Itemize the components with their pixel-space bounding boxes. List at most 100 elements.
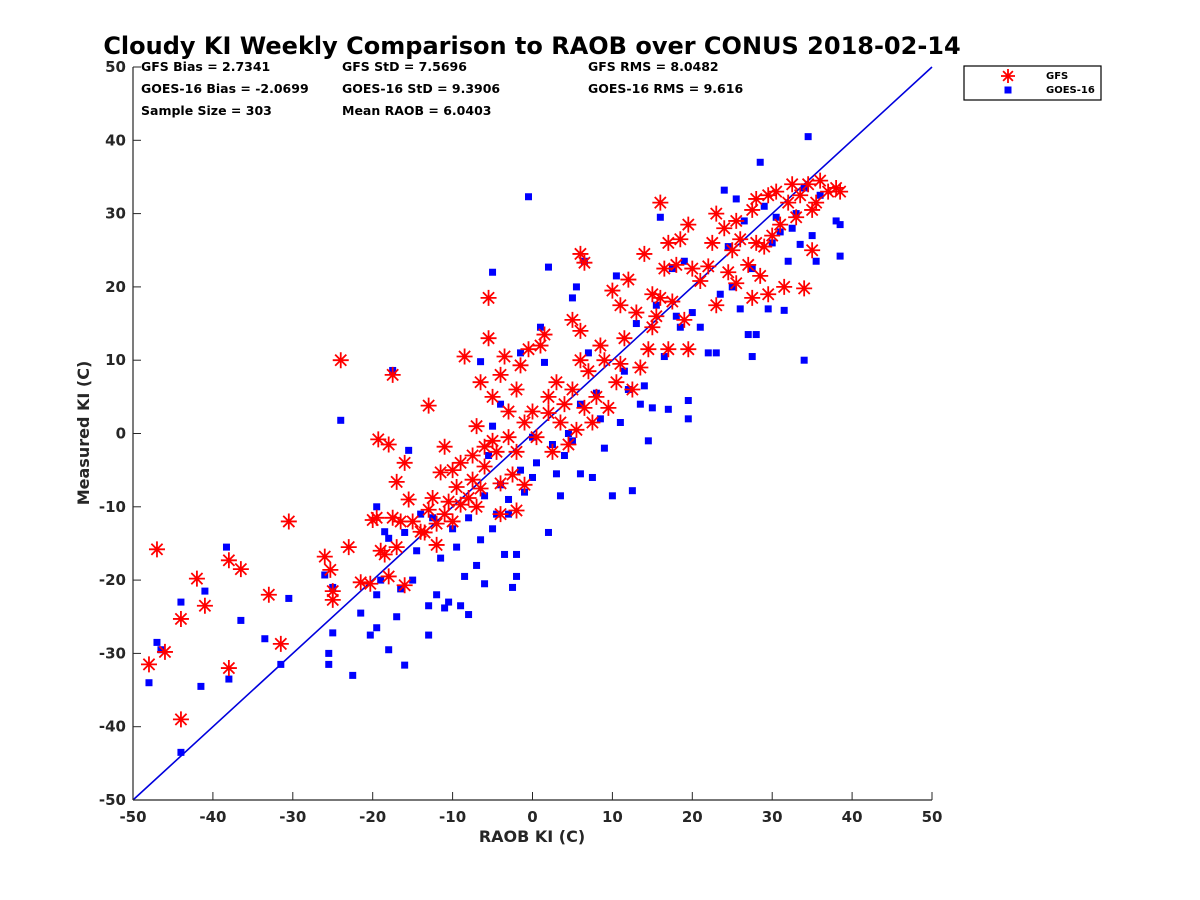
x-tick-label: 0	[527, 808, 537, 826]
gfs-point	[492, 366, 509, 383]
goes16-point	[612, 272, 620, 280]
goes16-point	[696, 323, 704, 331]
gfs-point	[676, 311, 693, 328]
goes16-point	[628, 487, 636, 495]
legend-gfs-marker	[1001, 69, 1015, 83]
goes16-point	[744, 331, 752, 339]
gfs-point	[784, 176, 801, 193]
goes16-point	[381, 528, 389, 536]
gfs-point	[472, 480, 489, 497]
goes16-point	[177, 598, 185, 606]
goes16-point	[616, 419, 624, 427]
goes16-point	[277, 660, 285, 668]
gfs-point	[516, 476, 533, 493]
goes16-point	[568, 294, 576, 302]
gfs-point	[664, 293, 681, 310]
gfs-point	[480, 330, 497, 347]
y-tick-label: -30	[99, 644, 126, 662]
y-tick-label: 30	[105, 205, 126, 223]
gfs-point	[752, 267, 769, 284]
gfs-point	[748, 234, 765, 251]
gfs-point	[756, 238, 773, 255]
gfs-point	[432, 464, 449, 481]
gfs-point	[384, 366, 401, 383]
goes16-point	[652, 301, 660, 309]
gfs-point	[384, 509, 401, 526]
gfs-point	[596, 352, 613, 369]
y-tick-label: -20	[99, 571, 126, 589]
axes: -50 -40 -30 -20 -10 0 10 20 30 40 50 -50 -40 -30 -20 -1…	[99, 58, 943, 826]
gfs-point	[780, 194, 797, 211]
gfs-point	[416, 524, 433, 541]
stat-text: GOES-16 RMS = 9.616	[588, 81, 743, 96]
stat-text: Sample Size = 303	[141, 103, 272, 118]
goes16-point	[736, 305, 744, 313]
gfs-point	[436, 506, 453, 523]
goes16-point	[373, 624, 381, 632]
gfs-point	[612, 355, 629, 372]
gfs-point	[652, 194, 669, 211]
gfs-point	[564, 381, 581, 398]
x-tick-label: -40	[199, 808, 226, 826]
gfs-point	[352, 574, 369, 591]
gfs-point	[568, 421, 585, 438]
goes16-point	[461, 572, 469, 580]
gfs-point	[392, 513, 409, 530]
goes16-point	[505, 495, 513, 503]
goes16-point	[481, 492, 489, 500]
gfs-point	[552, 414, 569, 431]
gfs-point	[576, 254, 593, 271]
gfs-point	[540, 388, 557, 405]
gfs-point	[804, 242, 821, 259]
gfs-point	[768, 183, 785, 200]
gfs-point	[516, 414, 533, 431]
gfs-point	[600, 399, 617, 416]
gfs-point	[464, 471, 481, 488]
gfs-point	[380, 436, 397, 453]
stat-text: GFS RMS = 8.0482	[588, 59, 719, 74]
goes16-point	[201, 587, 209, 595]
goes16-point	[540, 358, 548, 366]
x-tick-label: -50	[119, 808, 146, 826]
goes16-point	[748, 353, 756, 361]
goes16-point	[676, 323, 684, 331]
gfs-point	[396, 454, 413, 471]
gfs-point	[376, 546, 393, 563]
goes16-point	[385, 534, 393, 542]
goes16-point	[556, 492, 564, 500]
goes16-point	[385, 646, 393, 654]
goes16-point	[576, 470, 584, 478]
gfs-point	[572, 322, 589, 339]
goes16-point	[366, 631, 374, 639]
gfs-point	[436, 438, 453, 455]
legend-goes16-marker	[1004, 86, 1012, 94]
goes16-point	[788, 224, 796, 232]
goes16-point	[596, 415, 604, 423]
goes16-point	[732, 195, 740, 203]
gfs-point	[272, 635, 289, 652]
goes16-point	[373, 503, 381, 511]
goes16-point	[836, 252, 844, 260]
gfs-point	[700, 258, 717, 275]
gfs-point	[708, 205, 725, 222]
gfs-point	[788, 209, 805, 226]
goes16-point	[552, 470, 560, 478]
gfs-point	[220, 660, 237, 677]
goes16-point	[836, 221, 844, 229]
gfs-point	[604, 282, 621, 299]
goes16-point	[656, 213, 664, 221]
goes16-point	[764, 305, 772, 313]
goes16-point	[337, 416, 345, 424]
goes16-point	[672, 312, 680, 320]
gfs-point	[692, 273, 709, 290]
goes16-point	[477, 358, 485, 366]
goes16-point	[501, 550, 509, 558]
gfs-point	[172, 711, 189, 728]
gfs-point	[660, 234, 677, 251]
gfs-point	[468, 418, 485, 435]
goes16-point	[465, 514, 473, 522]
gfs-point	[704, 234, 721, 251]
legend-gfs-label: GFS	[1046, 71, 1068, 82]
stat-text: GOES-16 StD = 9.3906	[342, 81, 500, 96]
x-tick-label: -20	[359, 808, 386, 826]
